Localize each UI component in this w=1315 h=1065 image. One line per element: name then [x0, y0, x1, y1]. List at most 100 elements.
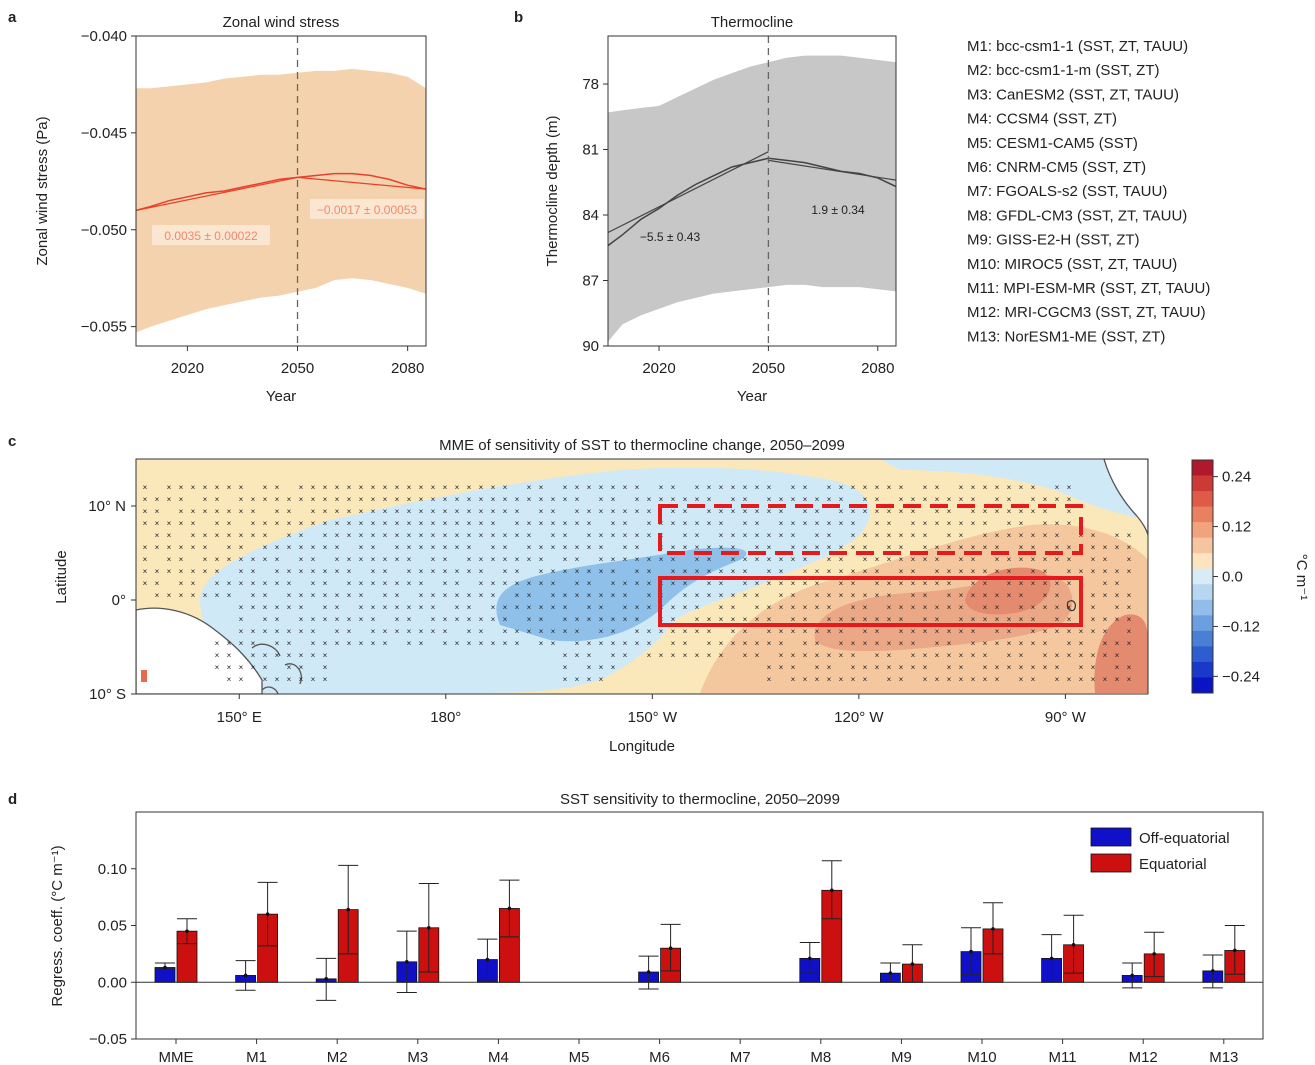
stipple-mark: × [287, 663, 292, 672]
stipple-mark: × [635, 615, 640, 624]
stipple-mark: × [551, 519, 556, 528]
stipple-mark: × [179, 495, 184, 504]
colorbar-step [1192, 506, 1213, 523]
stipple-mark: × [239, 579, 244, 588]
stipple-mark: × [1031, 639, 1036, 648]
stipple-mark: × [611, 483, 616, 492]
stipple-mark: × [335, 567, 340, 576]
stipple-mark: × [755, 543, 760, 552]
stipple-mark: × [491, 507, 496, 516]
stipple-mark: × [503, 603, 508, 612]
stipple-mark: × [287, 591, 292, 600]
stipple-mark: × [275, 651, 280, 660]
stipple-mark: × [503, 627, 508, 636]
stipple-mark: × [923, 603, 928, 612]
stipple-mark: × [383, 507, 388, 516]
stipple-mark: × [767, 579, 772, 588]
panel-a-xtick-label: 2020 [171, 360, 204, 377]
stipple-mark: × [647, 627, 652, 636]
stipple-mark: × [1019, 675, 1024, 684]
stipple-mark: × [779, 627, 784, 636]
stipple-mark: × [587, 543, 592, 552]
stipple-mark: × [251, 591, 256, 600]
stipple-mark: × [1115, 603, 1120, 612]
panel-b-ytick-label: 81 [582, 142, 599, 159]
colorbar-step [1192, 568, 1213, 585]
stipple-mark: × [947, 675, 952, 684]
stipple-mark: × [275, 519, 280, 528]
stipple-mark: × [359, 483, 364, 492]
bar-value-dot-M12 [1152, 952, 1156, 956]
stipple-mark: × [875, 627, 880, 636]
stipple-mark: × [719, 531, 724, 540]
stipple-mark: × [911, 651, 916, 660]
stipple-mark: × [983, 507, 988, 516]
stipple-mark: × [887, 531, 892, 540]
stipple-mark: × [983, 651, 988, 660]
stipple-mark: × [851, 675, 856, 684]
stipple-mark: × [1007, 495, 1012, 504]
stipple-mark: × [299, 567, 304, 576]
stipple-mark: × [539, 483, 544, 492]
stipple-mark: × [803, 483, 808, 492]
stipple-mark: × [467, 591, 472, 600]
stipple-mark: × [647, 495, 652, 504]
stipple-mark: × [479, 483, 484, 492]
bar-value-dot-M10 [969, 949, 973, 954]
stipple-mark: × [623, 615, 628, 624]
stipple-mark: × [299, 543, 304, 552]
stipple-mark: × [191, 579, 196, 588]
stipple-mark: × [1043, 567, 1048, 576]
stipple-mark: × [563, 675, 568, 684]
stipple-mark: × [479, 495, 484, 504]
stipple-mark: × [1127, 675, 1132, 684]
stipple-mark: × [1043, 519, 1048, 528]
stipple-mark: × [395, 579, 400, 588]
stipple-mark: × [1091, 543, 1096, 552]
stipple-mark: × [335, 531, 340, 540]
stipple-mark: × [575, 567, 580, 576]
stipple-mark: × [239, 543, 244, 552]
stipple-mark: × [287, 495, 292, 504]
stipple-mark: × [239, 627, 244, 636]
stipple-mark: × [419, 495, 424, 504]
stipple-mark: × [623, 543, 628, 552]
stipple-mark: × [455, 639, 460, 648]
stipple-mark: × [647, 651, 652, 660]
panel-a-mme-line-0 [136, 172, 426, 212]
stipple-mark: × [407, 627, 412, 636]
stipple-mark: × [719, 591, 724, 600]
stipple-mark: × [935, 483, 940, 492]
stipple-mark: × [467, 507, 472, 516]
stipple-mark: × [263, 675, 268, 684]
stipple-mark: × [395, 555, 400, 564]
legend-off-equatorial-swatch [1090, 827, 1132, 847]
stipple-mark: × [1019, 663, 1024, 672]
stipple-mark: × [287, 651, 292, 660]
stipple-mark: × [323, 531, 328, 540]
stipple-mark: × [371, 555, 376, 564]
stipple-mark: × [971, 591, 976, 600]
stipple-mark: × [827, 555, 832, 564]
stipple-mark: × [335, 591, 340, 600]
bar-value-dot-M10 [991, 927, 995, 931]
stipple-mark: × [479, 555, 484, 564]
stipple-mark: × [251, 555, 256, 564]
bar-value-dot-M1 [243, 973, 248, 978]
stipple-mark: × [323, 639, 328, 648]
stipple-mark: × [191, 591, 196, 600]
panel-a-ytick-label: −0.055 [81, 319, 127, 336]
stipple-mark: × [431, 507, 436, 516]
stipple-mark: × [155, 495, 160, 504]
stipple-mark: × [1127, 567, 1132, 576]
stipple-mark: × [575, 651, 580, 660]
stipple-mark: × [791, 495, 796, 504]
stipple-mark: × [263, 495, 268, 504]
stipple-mark: × [1103, 627, 1108, 636]
stipple-mark: × [959, 663, 964, 672]
stipple-mark: × [635, 627, 640, 636]
stipple-mark: × [299, 651, 304, 660]
stipple-mark: × [239, 663, 244, 672]
stipple-mark: × [467, 531, 472, 540]
